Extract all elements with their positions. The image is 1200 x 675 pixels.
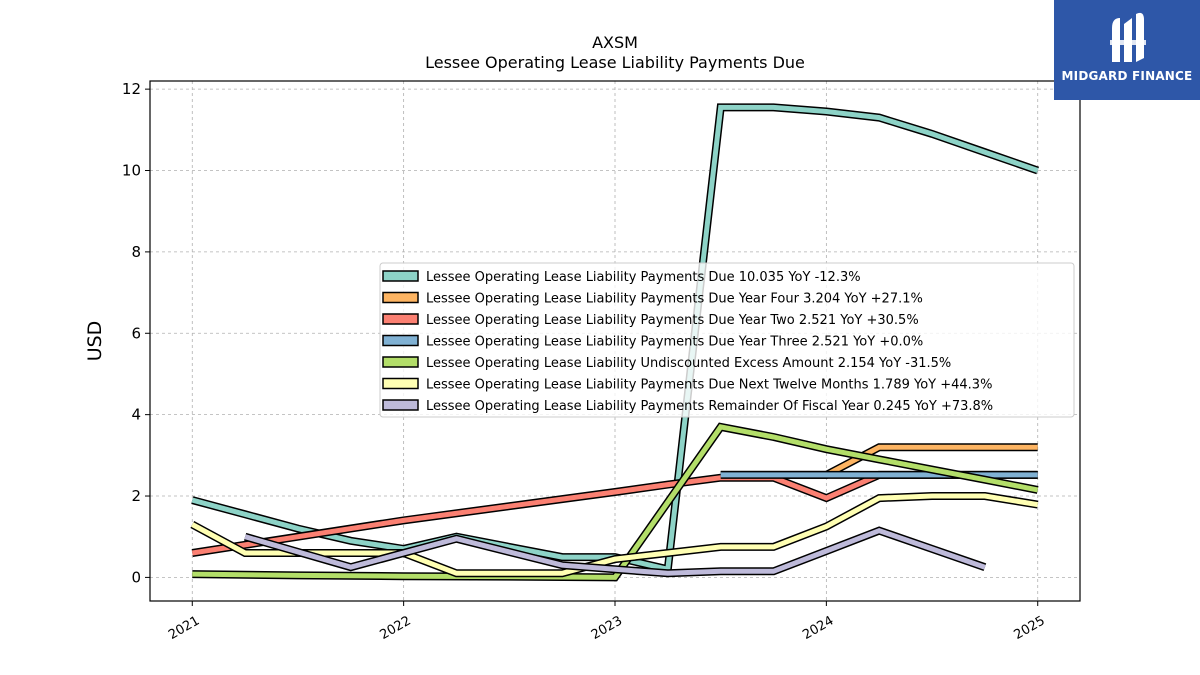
y-axis: 0 2 4 6 8 10 12 (122, 80, 150, 586)
legend-swatch (382, 334, 419, 347)
y-tick-label: 12 (122, 80, 141, 98)
series-line (192, 424, 1039, 580)
legend-label: Lessee Operating Lease Liability Payment… (426, 335, 923, 350)
y-tick-label: 6 (131, 324, 141, 342)
x-tick-label: 2023 (589, 613, 625, 643)
legend-label: Lessee Operating Lease Liability Payment… (426, 292, 923, 307)
legend-label: Lessee Operating Lease Liability Payment… (426, 270, 861, 285)
legend-swatch (382, 270, 419, 282)
y-tick-label: 10 (122, 162, 141, 180)
y-axis-label: USD (84, 321, 106, 362)
chart-subtitle: Lessee Operating Lease Liability Payment… (425, 53, 805, 72)
legend-box (379, 262, 1075, 418)
x-tick-label: 2021 (166, 613, 202, 643)
legend: Lessee Operating Lease Liability Payment… (379, 262, 1075, 418)
series-line (244, 527, 986, 576)
y-tick-label: 0 (131, 568, 141, 586)
chart-title: AXSM (592, 33, 638, 52)
legend-label: Lessee Operating Lease Liability Payment… (426, 313, 919, 328)
legend-label: Lessee Operating Lease Liability Payment… (426, 399, 993, 414)
legend-swatch (382, 377, 419, 390)
legend-label: Lessee Operating Lease Liability Payment… (426, 378, 992, 393)
series-lines (190, 103, 1040, 582)
logo-mark-icon (1110, 12, 1146, 62)
x-axis: 2021 2022 2023 2024 2025 (166, 601, 1048, 643)
x-tick-label: 2025 (1012, 613, 1048, 643)
x-tick-label: 2024 (800, 613, 836, 643)
series-line (191, 493, 1039, 576)
legend-swatch (382, 399, 419, 411)
brand-name: MIDGARD FINANCE (1061, 69, 1193, 83)
legend-swatch (382, 291, 419, 304)
brand-logo: MIDGARD FINANCE (1054, 0, 1200, 100)
x-tick-label: 2022 (377, 613, 413, 643)
y-tick-label: 4 (131, 406, 141, 424)
y-tick-label: 2 (131, 487, 141, 505)
legend-label: Lessee Operating Lease Liability Undisco… (426, 356, 951, 371)
legend-swatch (382, 356, 419, 368)
y-tick-label: 8 (131, 243, 141, 261)
legend-swatch (382, 313, 419, 325)
